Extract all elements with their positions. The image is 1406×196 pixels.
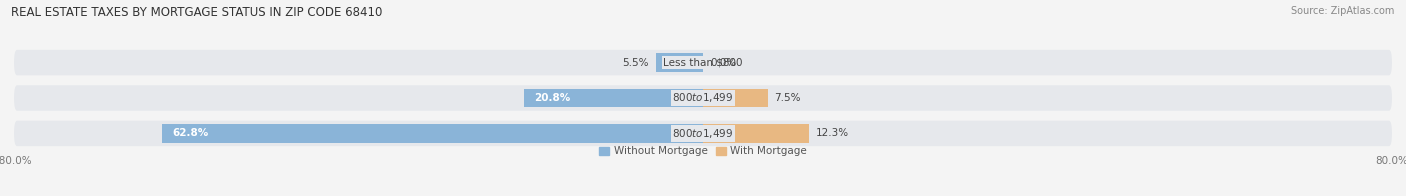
Bar (524, 89, 703, 107)
Text: $800 to $1,499: $800 to $1,499 (672, 92, 734, 104)
Bar (703, 89, 768, 107)
Text: REAL ESTATE TAXES BY MORTGAGE STATUS IN ZIP CODE 68410: REAL ESTATE TAXES BY MORTGAGE STATUS IN … (11, 6, 382, 19)
Text: 12.3%: 12.3% (815, 128, 849, 138)
Legend: Without Mortgage, With Mortgage: Without Mortgage, With Mortgage (599, 146, 807, 156)
Text: $800 to $1,499: $800 to $1,499 (672, 127, 734, 140)
FancyBboxPatch shape (14, 121, 1392, 146)
Text: 7.5%: 7.5% (775, 93, 801, 103)
Text: 5.5%: 5.5% (623, 58, 648, 68)
Text: 62.8%: 62.8% (173, 128, 208, 138)
Bar (703, 124, 808, 143)
Text: 20.8%: 20.8% (534, 93, 571, 103)
FancyBboxPatch shape (14, 85, 1392, 111)
Text: 0.0%: 0.0% (710, 58, 737, 68)
FancyBboxPatch shape (14, 50, 1392, 75)
Text: Source: ZipAtlas.com: Source: ZipAtlas.com (1291, 6, 1395, 16)
Bar (162, 124, 703, 143)
Text: Less than $800: Less than $800 (664, 58, 742, 68)
Bar (655, 53, 703, 72)
